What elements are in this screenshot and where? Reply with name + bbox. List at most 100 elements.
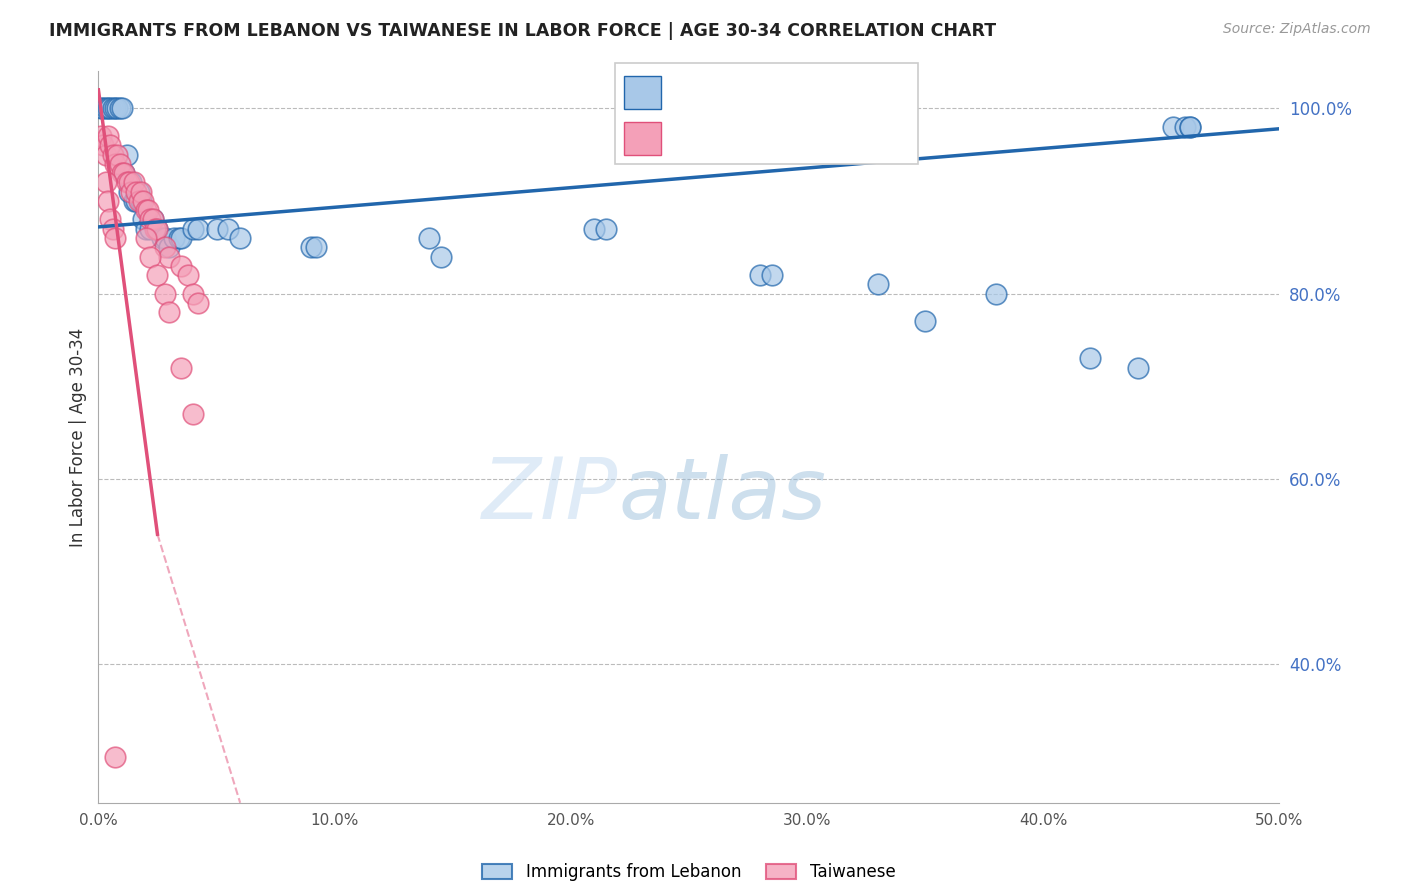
Point	[181, 221, 204, 235]
Point	[181, 407, 204, 421]
FancyBboxPatch shape	[624, 122, 661, 155]
Point	[136, 203, 159, 218]
Point	[229, 231, 252, 245]
Point	[104, 749, 127, 764]
Point	[125, 185, 148, 199]
Point	[139, 250, 162, 264]
Point	[118, 176, 141, 190]
Point	[112, 166, 135, 180]
Point	[135, 231, 157, 245]
Point	[583, 221, 606, 235]
Point	[105, 102, 128, 116]
Point	[139, 212, 162, 227]
Point	[91, 102, 114, 116]
Point	[146, 268, 169, 282]
Point	[98, 102, 121, 116]
Point	[299, 240, 322, 254]
Point	[167, 231, 190, 245]
Point	[984, 286, 1007, 301]
Point	[153, 231, 176, 245]
Point	[177, 268, 200, 282]
Point	[121, 185, 143, 199]
Point	[115, 176, 138, 190]
FancyBboxPatch shape	[624, 76, 661, 109]
Point	[305, 240, 328, 254]
Point	[187, 295, 209, 310]
Point	[104, 231, 127, 245]
Text: R =: R =	[673, 85, 703, 100]
Point	[418, 231, 440, 245]
Point	[595, 221, 617, 235]
Point	[115, 147, 138, 161]
Point	[94, 176, 117, 190]
Text: ZIP: ZIP	[482, 454, 619, 537]
Point	[112, 166, 135, 180]
Point	[132, 194, 155, 208]
Point	[866, 277, 889, 292]
Point	[914, 314, 936, 328]
Point	[1080, 351, 1102, 366]
Text: 0.168: 0.168	[723, 83, 778, 101]
Point	[97, 194, 120, 208]
Point	[128, 194, 150, 208]
Text: N =: N =	[803, 131, 834, 146]
Point	[157, 305, 180, 319]
Point	[142, 212, 165, 227]
Point	[157, 240, 180, 254]
Point	[163, 231, 186, 245]
Text: IMMIGRANTS FROM LEBANON VS TAIWANESE IN LABOR FORCE | AGE 30-34 CORRELATION CHAR: IMMIGRANTS FROM LEBANON VS TAIWANESE IN …	[49, 22, 997, 40]
Point	[90, 102, 112, 116]
Point	[111, 102, 134, 116]
Point	[139, 221, 162, 235]
Point	[181, 286, 204, 301]
Text: 51: 51	[846, 83, 870, 101]
Text: N =: N =	[803, 85, 834, 100]
Point	[122, 176, 145, 190]
Text: -0.642: -0.642	[723, 129, 785, 147]
Point	[153, 286, 176, 301]
Point	[125, 194, 148, 208]
Point	[118, 185, 141, 199]
Point	[121, 176, 143, 190]
Point	[150, 231, 173, 245]
Point	[187, 221, 209, 235]
Text: Source: ZipAtlas.com: Source: ZipAtlas.com	[1223, 22, 1371, 37]
Point	[108, 102, 131, 116]
Point	[170, 231, 193, 245]
Point	[1161, 120, 1184, 134]
Point	[135, 203, 157, 218]
Point	[1126, 360, 1149, 375]
Legend: Immigrants from Lebanon, Taiwanese: Immigrants from Lebanon, Taiwanese	[474, 855, 904, 889]
Point	[91, 138, 114, 153]
Y-axis label: In Labor Force | Age 30-34: In Labor Force | Age 30-34	[69, 327, 87, 547]
Point	[90, 129, 112, 144]
Point	[97, 102, 120, 116]
Text: R =: R =	[673, 131, 703, 146]
Point	[122, 194, 145, 208]
Point	[101, 221, 124, 235]
Point	[146, 221, 169, 235]
FancyBboxPatch shape	[614, 63, 918, 164]
Point	[217, 221, 239, 235]
Point	[128, 185, 150, 199]
Point	[104, 157, 127, 171]
Point	[430, 250, 453, 264]
Point	[111, 166, 134, 180]
Point	[143, 221, 166, 235]
Point	[98, 138, 121, 153]
Point	[97, 129, 120, 144]
Point	[104, 102, 127, 116]
Point	[98, 212, 121, 227]
Point	[153, 240, 176, 254]
Text: atlas: atlas	[619, 454, 827, 537]
Point	[1174, 120, 1197, 134]
Point	[101, 147, 124, 161]
Point	[1178, 120, 1201, 134]
Point	[142, 212, 165, 227]
Point	[205, 221, 228, 235]
Point	[761, 268, 783, 282]
Point	[170, 259, 193, 273]
Point	[101, 102, 124, 116]
Point	[94, 102, 117, 116]
Point	[105, 147, 128, 161]
